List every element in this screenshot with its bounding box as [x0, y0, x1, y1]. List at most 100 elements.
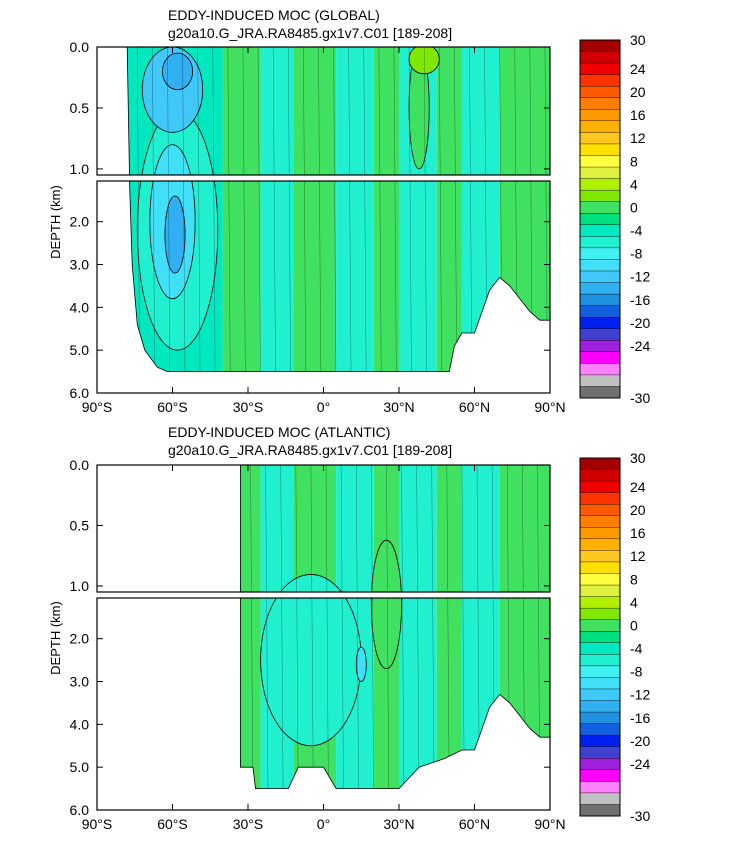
moc-field: [240, 465, 550, 789]
colorbar-swatch: [579, 166, 621, 180]
colorbar-label: 4: [630, 176, 638, 192]
y-tick-label: 0.5: [70, 100, 90, 116]
moc-feature: [164, 195, 186, 274]
colorbar-swatch: [579, 584, 621, 598]
colorbar-swatch: [579, 758, 621, 771]
colorbar-swatch: [579, 155, 621, 168]
y-tick-label: 5.0: [70, 759, 90, 775]
atlantic-moc-panel: EDDY-INDUCED MOC (ATLANTIC) g20a10.G_JRA…: [48, 424, 566, 832]
colorbar-swatch: [579, 340, 621, 353]
x-tick-label: 0°: [317, 816, 330, 832]
colorbar-label: -16: [630, 710, 650, 726]
contour-line: [310, 465, 314, 789]
moc-feature: [370, 539, 402, 670]
contour-line: [318, 47, 322, 372]
contour-line: [371, 465, 375, 789]
colorbar-label: 4: [630, 594, 638, 610]
colorbar-swatch: [579, 247, 621, 260]
colorbar-swatch: [579, 351, 621, 364]
contour-line: [197, 47, 201, 372]
contour-line: [333, 47, 337, 372]
colorbar-label: -30: [630, 808, 650, 824]
colorbar-swatch: [579, 781, 621, 794]
colorbar-label: 24: [630, 61, 646, 77]
contour-line: [393, 47, 397, 372]
contour-line: [280, 465, 284, 789]
contour-line: [378, 47, 382, 372]
colorbar-swatch: [579, 259, 621, 272]
colorbar-swatch: [579, 619, 621, 632]
field-band: [461, 47, 500, 372]
colorbar-label: 30: [630, 450, 646, 466]
moc-feature: [408, 47, 440, 75]
colorbar-label: 0: [630, 617, 638, 633]
colorbar-label: -8: [630, 664, 643, 680]
field-band: [336, 47, 374, 372]
colorbar-swatch: [579, 492, 621, 505]
global-y-axis-label: DEPTH (km): [48, 185, 63, 259]
contour-line: [272, 47, 276, 372]
contour-line: [340, 465, 344, 789]
x-tick-label: 30°N: [383, 399, 414, 415]
colorbar-swatch: [579, 189, 621, 203]
colorbar-swatch: [579, 527, 621, 540]
colorbar-swatch: [579, 677, 621, 690]
colorbar-swatch: [579, 457, 621, 471]
colorbar-swatch: [579, 374, 621, 387]
y-tick-label: 4.0: [70, 299, 90, 315]
colorbar-swatch: [579, 39, 621, 53]
contour-line: [288, 47, 292, 372]
colorbar-swatch: [579, 711, 621, 725]
contour-line: [242, 47, 246, 372]
atlantic-chart-title: EDDY-INDUCED MOC (ATLANTIC): [168, 424, 390, 440]
x-tick-label: 60°N: [459, 816, 490, 832]
global-plot-area: [96, 46, 551, 373]
x-tick-label: 90°N: [534, 816, 565, 832]
atlantic-plot-area: [96, 464, 551, 789]
y-tick-label: 3.0: [70, 257, 90, 273]
field-band: [436, 465, 462, 789]
global-chart-title: EDDY-INDUCED MOC (GLOBAL): [168, 7, 380, 23]
colorbar-swatch: [579, 792, 621, 805]
colorbar-label: 8: [630, 153, 638, 169]
colorbar-swatch: [579, 224, 621, 237]
y-tick-label: 3.0: [70, 674, 90, 690]
field-band: [260, 47, 294, 372]
y-tick-label: 2.0: [70, 631, 90, 647]
colorbar-label: -24: [630, 756, 650, 772]
colorbar-swatch: [579, 74, 621, 87]
atlantic-y-axis-label: DEPTH (km): [48, 601, 63, 675]
x-tick-label: 30°N: [383, 816, 414, 832]
y-tick-label: 5.0: [70, 342, 90, 358]
contour-line: [303, 47, 307, 372]
colorbar-swatch: [579, 363, 621, 376]
x-tick-label: 60°S: [157, 399, 188, 415]
colorbar-swatch: [579, 293, 621, 307]
field-band: [373, 47, 399, 372]
colorbar-swatch: [579, 746, 621, 759]
colorbar-swatch: [579, 201, 621, 214]
field-band: [399, 465, 437, 789]
y-tick-label: 6.0: [70, 385, 90, 401]
colorbar-swatch: [579, 51, 621, 64]
colorbar-swatch: [579, 631, 621, 644]
colorbar-swatch: [579, 550, 621, 563]
contour-line: [408, 47, 412, 372]
moc-feature: [162, 52, 194, 91]
colorbar-swatch: [579, 109, 621, 122]
colorbar-label: 12: [630, 548, 646, 564]
x-tick-label: 90°N: [534, 399, 565, 415]
global-chart-subtitle: g20a10.G_JRA.RA8485.gx1v7.C01 [189-208]: [168, 25, 452, 41]
colorbar-label: 20: [630, 84, 646, 100]
colorbar-label: -8: [630, 246, 643, 262]
x-tick-label: 30°S: [233, 816, 264, 832]
moc-feature: [408, 47, 430, 170]
colorbar-label: -20: [630, 315, 650, 331]
y-tick-label: 0.0: [70, 457, 90, 473]
colorbar-swatch: [579, 305, 621, 318]
contour-line: [152, 47, 156, 372]
global-moc-panel: EDDY-INDUCED MOC (GLOBAL) g20a10.G_JRA.R…: [48, 7, 566, 415]
colorbar-swatch: [579, 538, 621, 551]
contour-line: [295, 465, 299, 789]
